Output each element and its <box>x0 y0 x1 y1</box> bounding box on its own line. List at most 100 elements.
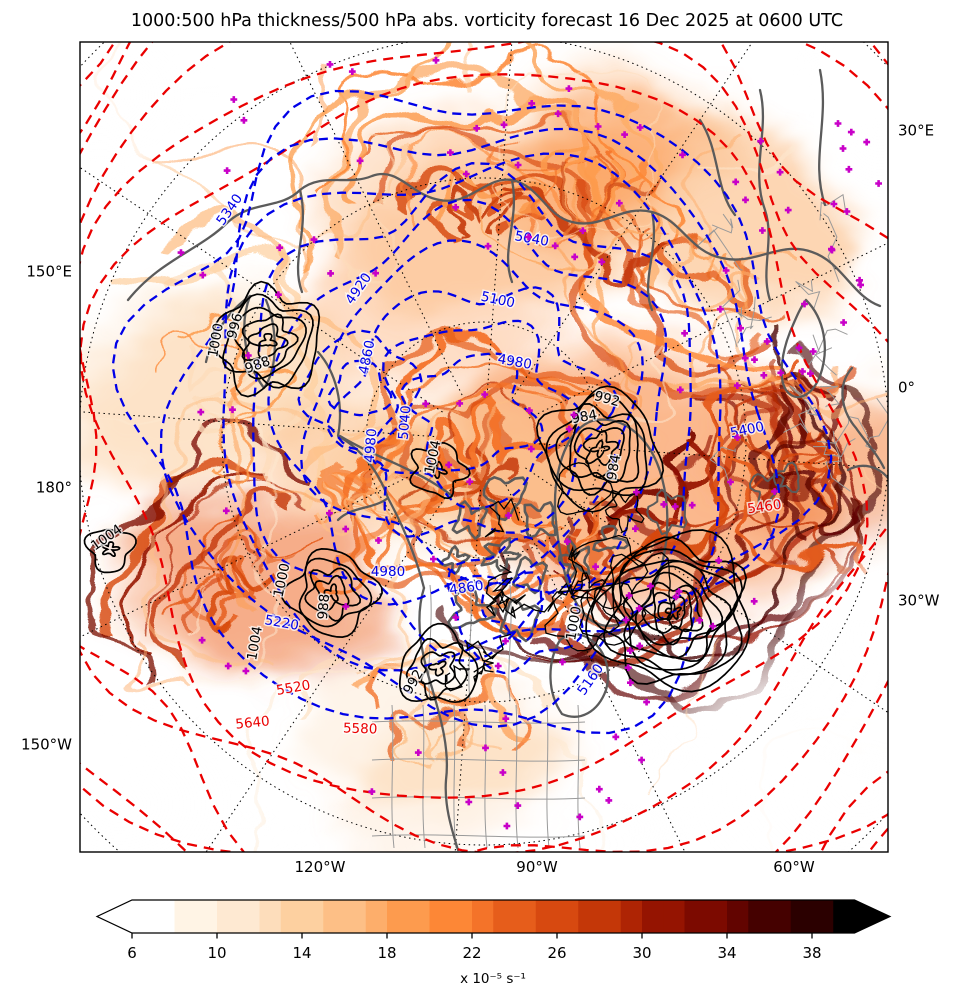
vorticity-max-marker <box>466 478 474 486</box>
vorticity-filament <box>149 491 290 668</box>
vorticity-max-marker <box>565 85 573 92</box>
vorticity-max-marker <box>592 563 599 571</box>
vorticity-max-marker <box>432 56 440 64</box>
colorbar-segment <box>578 900 600 933</box>
vorticity-max-marker <box>342 603 350 610</box>
vorticity-max-marker <box>240 116 248 124</box>
vorticity-max-marker <box>327 270 334 277</box>
vorticity-max-marker <box>326 61 334 68</box>
colorbar-segment <box>450 900 473 933</box>
vorticity-max-marker <box>840 319 847 326</box>
us-state-border <box>371 796 586 800</box>
island-coastline <box>480 537 522 573</box>
vorticity-max-marker <box>481 391 489 398</box>
vorticity-filament <box>232 331 304 617</box>
vorticity-filament <box>289 42 670 273</box>
vorticity-max-marker <box>452 203 460 211</box>
vorticity-filament <box>176 312 285 481</box>
vorticity-max-marker <box>422 400 430 408</box>
vorticity-max-marker <box>342 525 350 533</box>
colorbar-segment <box>599 900 622 933</box>
mslp-contour-ring <box>602 548 744 676</box>
us-state-border <box>577 704 581 849</box>
mslp-contour-ring <box>641 581 704 646</box>
vorticity-max-marker <box>598 258 606 266</box>
mslp-contour-ring <box>664 601 683 621</box>
colorbar-segment <box>408 900 430 933</box>
contour-label: 4860 <box>448 578 484 599</box>
europe-border <box>819 385 840 408</box>
colorbar-segment <box>132 900 154 933</box>
vorticity-max-marker <box>224 662 232 670</box>
vorticity-max-marker <box>733 382 741 389</box>
mslp-terrain-contour <box>557 545 588 596</box>
meridian-line <box>205 481 457 852</box>
colorbar-segment <box>302 900 324 933</box>
us-state-border <box>453 704 457 849</box>
vorticity-max-marker <box>482 744 489 752</box>
vorticity-max-marker <box>633 488 640 496</box>
colorbar-tick-label: 22 <box>462 944 481 962</box>
vorticity-max-marker <box>795 344 803 352</box>
thickness-contours-blue <box>111 89 833 735</box>
thickness-contour-blue <box>370 319 583 510</box>
mslp-terrain-contour <box>484 497 520 538</box>
vorticity-filament <box>395 718 472 771</box>
vorticity-filament <box>559 168 671 223</box>
coastline <box>758 88 772 302</box>
mslp-contour-ring <box>657 596 686 630</box>
colorbar-segment <box>769 900 792 933</box>
europe-border <box>783 406 821 434</box>
thickness-contour-blue <box>111 89 833 735</box>
colorbar-segment <box>280 900 303 933</box>
vorticity-max-marker <box>375 537 382 544</box>
vorticity-max-marker <box>626 647 634 654</box>
vorticity-max-marker <box>828 246 836 254</box>
colorbar-segment <box>472 900 494 933</box>
vorticity-max-marker <box>722 267 730 274</box>
vorticity-max-marker <box>565 425 573 433</box>
vorticity-max-marker <box>605 797 613 804</box>
vorticity-filament <box>403 690 493 748</box>
vorticity-filament <box>354 93 624 229</box>
vorticity-max-marker <box>679 151 686 159</box>
mslp-contour-ring <box>612 559 739 671</box>
vorticity-max-marker <box>717 305 724 313</box>
axis-tick-label-left: 180° <box>36 479 72 497</box>
vorticity-filament <box>490 321 850 663</box>
vorticity-filament <box>539 144 618 215</box>
vorticity-filament <box>80 413 278 677</box>
vorticity-filament <box>450 184 528 244</box>
vorticity-max-marker <box>473 124 481 132</box>
vorticity-max-marker <box>430 555 437 563</box>
vorticity-max-marker <box>737 324 744 332</box>
vorticity-max-marker <box>742 196 749 204</box>
colorbar-segment <box>833 900 855 933</box>
axis-tick-label-right: 0° <box>898 379 915 397</box>
meridian-line <box>80 411 435 438</box>
mslp-contour-ring <box>555 403 640 496</box>
colorbar-segment <box>705 900 728 933</box>
island-coastline <box>439 545 471 575</box>
vorticity-filament <box>466 396 607 532</box>
mslp-contour-ring <box>405 638 468 701</box>
colorbar-segment <box>684 900 707 933</box>
colorbar-segment <box>344 900 367 933</box>
vorticity-max-marker <box>576 813 584 821</box>
europe-border <box>735 307 772 322</box>
colorbar-segment <box>174 900 197 933</box>
vorticity-max-marker <box>757 137 764 145</box>
vorticity-filament <box>311 474 408 559</box>
figure-title: 1000:500 hPa thickness/500 hPa abs. vort… <box>131 11 843 31</box>
europe-border <box>795 280 821 309</box>
vorticity-filament <box>164 507 309 618</box>
mslp-contour-ring <box>314 574 350 612</box>
coastlines <box>126 68 888 852</box>
axis-labels: 150°E 180° 150°W 30°E 0° 30°W 120°W 90°W 60°W <box>21 122 940 877</box>
contour-label: 4980 <box>496 351 533 373</box>
vorticity-max-marker <box>445 461 453 469</box>
vorticity-max-marker <box>275 291 282 299</box>
